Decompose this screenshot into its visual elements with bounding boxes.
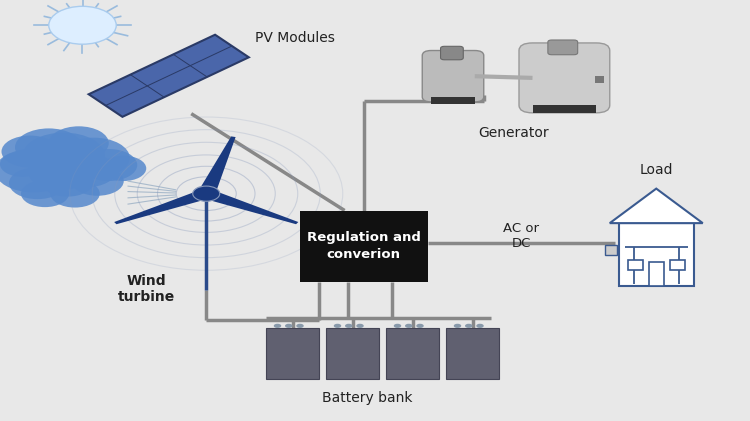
Bar bbox=[266, 328, 319, 379]
Circle shape bbox=[56, 154, 116, 187]
Polygon shape bbox=[202, 189, 298, 224]
FancyBboxPatch shape bbox=[548, 40, 578, 55]
Circle shape bbox=[0, 152, 45, 177]
Bar bbox=[386, 328, 439, 379]
Circle shape bbox=[2, 136, 58, 168]
Polygon shape bbox=[610, 189, 703, 223]
Circle shape bbox=[416, 324, 424, 328]
Circle shape bbox=[15, 128, 82, 166]
Bar bbox=[446, 328, 499, 379]
Circle shape bbox=[58, 138, 130, 178]
Text: Regulation and
converion: Regulation and converion bbox=[307, 231, 421, 261]
Circle shape bbox=[193, 186, 220, 201]
Polygon shape bbox=[114, 189, 211, 224]
Circle shape bbox=[296, 324, 304, 328]
Circle shape bbox=[356, 324, 364, 328]
Circle shape bbox=[345, 324, 352, 328]
FancyBboxPatch shape bbox=[422, 51, 484, 102]
Circle shape bbox=[41, 167, 94, 197]
Text: Load: Load bbox=[640, 163, 673, 177]
Polygon shape bbox=[88, 35, 249, 117]
Circle shape bbox=[454, 324, 461, 328]
FancyBboxPatch shape bbox=[440, 46, 464, 60]
Circle shape bbox=[405, 324, 412, 328]
Circle shape bbox=[0, 149, 73, 192]
Circle shape bbox=[49, 126, 109, 160]
Circle shape bbox=[285, 324, 292, 328]
Bar bbox=[605, 245, 616, 255]
Circle shape bbox=[9, 167, 66, 199]
Circle shape bbox=[334, 324, 341, 328]
Circle shape bbox=[21, 180, 69, 207]
Circle shape bbox=[394, 324, 401, 328]
Circle shape bbox=[28, 155, 92, 190]
Text: Battery bank: Battery bank bbox=[322, 391, 413, 405]
Circle shape bbox=[274, 324, 281, 328]
Bar bbox=[595, 76, 604, 83]
Text: Generator: Generator bbox=[478, 126, 549, 140]
FancyBboxPatch shape bbox=[519, 43, 610, 113]
Circle shape bbox=[22, 133, 105, 179]
Bar bbox=[532, 105, 596, 113]
Circle shape bbox=[71, 166, 124, 196]
Text: PV Modules: PV Modules bbox=[255, 31, 334, 45]
Text: Wind
turbine: Wind turbine bbox=[118, 274, 175, 304]
Circle shape bbox=[49, 6, 116, 44]
Bar bbox=[628, 260, 643, 271]
Bar bbox=[300, 210, 427, 282]
Circle shape bbox=[80, 149, 137, 181]
Polygon shape bbox=[197, 136, 236, 195]
Circle shape bbox=[465, 324, 472, 328]
Text: AC or
DC: AC or DC bbox=[503, 221, 539, 250]
Bar bbox=[431, 97, 475, 104]
Bar bbox=[649, 262, 664, 286]
Circle shape bbox=[101, 156, 146, 181]
Bar bbox=[326, 328, 379, 379]
Circle shape bbox=[476, 324, 484, 328]
Bar bbox=[670, 260, 685, 271]
Bar bbox=[619, 223, 694, 286]
Circle shape bbox=[50, 180, 100, 208]
